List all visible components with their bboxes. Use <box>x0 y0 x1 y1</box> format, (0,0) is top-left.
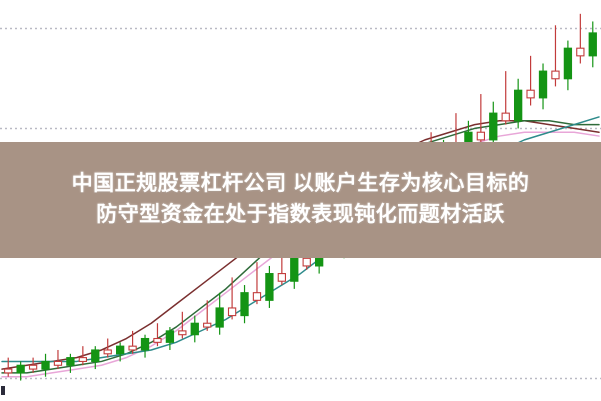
candle <box>165 327 175 350</box>
candle-body <box>165 330 175 343</box>
corner-artifact-mark <box>1 386 5 395</box>
candle-body <box>501 112 510 122</box>
candle <box>53 349 63 370</box>
candle <box>563 40 573 91</box>
candle <box>128 330 137 354</box>
candle-body <box>116 345 125 355</box>
candle <box>252 262 262 305</box>
candle-body <box>215 307 224 328</box>
headline-line-2: 防守型资金在处于指数表现钝化而题材活跃 <box>96 203 505 226</box>
candle <box>501 71 510 125</box>
candle-body <box>91 349 100 362</box>
candle-body <box>277 273 286 282</box>
candle <box>140 334 150 358</box>
candle <box>41 353 50 377</box>
candle-body <box>190 322 199 336</box>
candle-body <box>252 292 262 301</box>
candle-body <box>53 360 63 366</box>
candle <box>66 353 75 373</box>
candle <box>203 300 212 331</box>
candle <box>4 357 13 377</box>
candle <box>489 101 498 148</box>
candle-body <box>4 368 13 374</box>
candle-body <box>203 322 212 328</box>
candle-body <box>140 337 150 351</box>
candle-body <box>28 364 38 370</box>
candle-body <box>66 357 75 366</box>
candle <box>227 277 237 320</box>
candle-body <box>476 131 485 141</box>
candle-body <box>41 360 50 370</box>
candle-body <box>153 337 162 343</box>
candle <box>538 63 548 110</box>
candle-body <box>265 273 274 301</box>
candle-body <box>526 89 535 99</box>
candle-body <box>302 257 311 267</box>
candle-body <box>551 70 560 80</box>
headline-overlay-band: 中国正规股票杠杆公司 以账户生存为核心目标的 防守型资金在处于指数表现钝化而题材… <box>0 142 601 258</box>
candle-body <box>240 292 249 317</box>
candle <box>178 311 187 339</box>
candle-body <box>290 257 299 282</box>
candle <box>240 285 249 324</box>
candle <box>16 361 25 381</box>
candle <box>513 78 523 129</box>
candle-body <box>513 89 523 122</box>
candle <box>103 338 112 358</box>
candle <box>153 323 162 347</box>
candle <box>476 94 485 144</box>
candle <box>190 315 199 343</box>
candle-body <box>588 32 597 57</box>
candle-body <box>563 47 573 80</box>
candle <box>290 254 299 289</box>
candle <box>526 55 535 106</box>
candle <box>78 346 87 366</box>
candle-body <box>178 330 187 336</box>
candle-body <box>538 70 548 99</box>
candle-body <box>227 307 237 317</box>
headline-line-1: 中国正规股票杠杆公司 以账户生存为核心目标的 <box>71 172 530 196</box>
candle-body <box>103 349 112 355</box>
candle <box>91 346 100 370</box>
candle <box>116 342 125 362</box>
candle-body <box>489 112 498 141</box>
candle <box>576 13 585 64</box>
candle <box>551 25 560 87</box>
candle <box>265 265 274 308</box>
candle <box>588 21 597 68</box>
candle <box>28 357 38 373</box>
candle-body <box>78 357 87 362</box>
candle-body <box>128 345 137 351</box>
candle <box>215 292 224 335</box>
candle-body <box>16 364 25 374</box>
candle-body <box>576 47 585 57</box>
